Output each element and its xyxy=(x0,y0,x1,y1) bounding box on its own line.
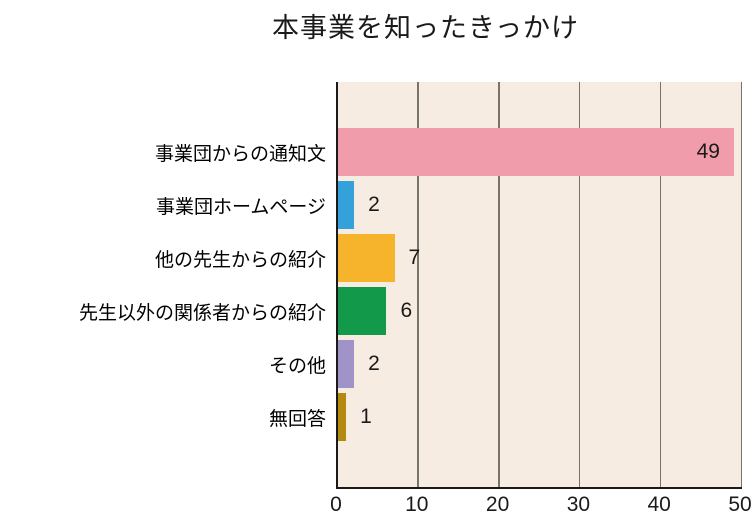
x-tick-label: 20 xyxy=(485,493,510,516)
bar-row: 2 xyxy=(338,340,742,388)
category-label: 事業団ホームページ xyxy=(155,196,326,218)
bar-value-label: 49 xyxy=(696,140,720,163)
bar-row: 1 xyxy=(338,393,742,441)
bar-value-label: 2 xyxy=(368,193,380,216)
bar xyxy=(338,340,355,388)
gridline xyxy=(578,82,581,487)
bar-row: 2 xyxy=(338,181,742,229)
bar xyxy=(338,287,387,335)
bar-row: 7 xyxy=(338,234,742,282)
plot-area: 49 2 7 6 2 1 xyxy=(336,82,742,489)
category-label: 先生以外の関係者からの紹介 xyxy=(78,302,326,324)
gridline xyxy=(740,82,742,487)
gridline xyxy=(417,82,419,487)
category-label: 事業団からの通知文 xyxy=(154,143,326,165)
bar xyxy=(338,181,355,229)
bar-value-label: 1 xyxy=(360,405,372,428)
x-tick-label: 40 xyxy=(647,493,671,516)
category-axis-labels: 事業団からの通知文 事業団ホームページ 他の先生からの紹介 先生以外の関係者から… xyxy=(0,128,326,446)
bar-value-label: 2 xyxy=(368,352,380,375)
bar-row: 49 xyxy=(338,128,742,176)
x-tick-label: 30 xyxy=(566,493,591,516)
gridline xyxy=(498,82,500,487)
bar-value-label: 6 xyxy=(400,299,413,322)
gridline xyxy=(659,82,662,487)
bar-value-label: 7 xyxy=(408,246,421,269)
x-tick-label: 50 xyxy=(728,493,752,516)
bar xyxy=(338,128,734,176)
category-label: 無回答 xyxy=(268,408,326,430)
category-label: 他の先生からの紹介 xyxy=(154,249,326,271)
category-label: その他 xyxy=(268,355,326,377)
bar xyxy=(338,393,347,441)
chart-title: 本事業を知ったきっかけ xyxy=(272,13,579,43)
bar xyxy=(338,234,395,282)
x-tick-label: 10 xyxy=(405,493,429,516)
bar-row: 6 xyxy=(338,287,742,335)
x-tick-label: 0 xyxy=(330,493,342,516)
